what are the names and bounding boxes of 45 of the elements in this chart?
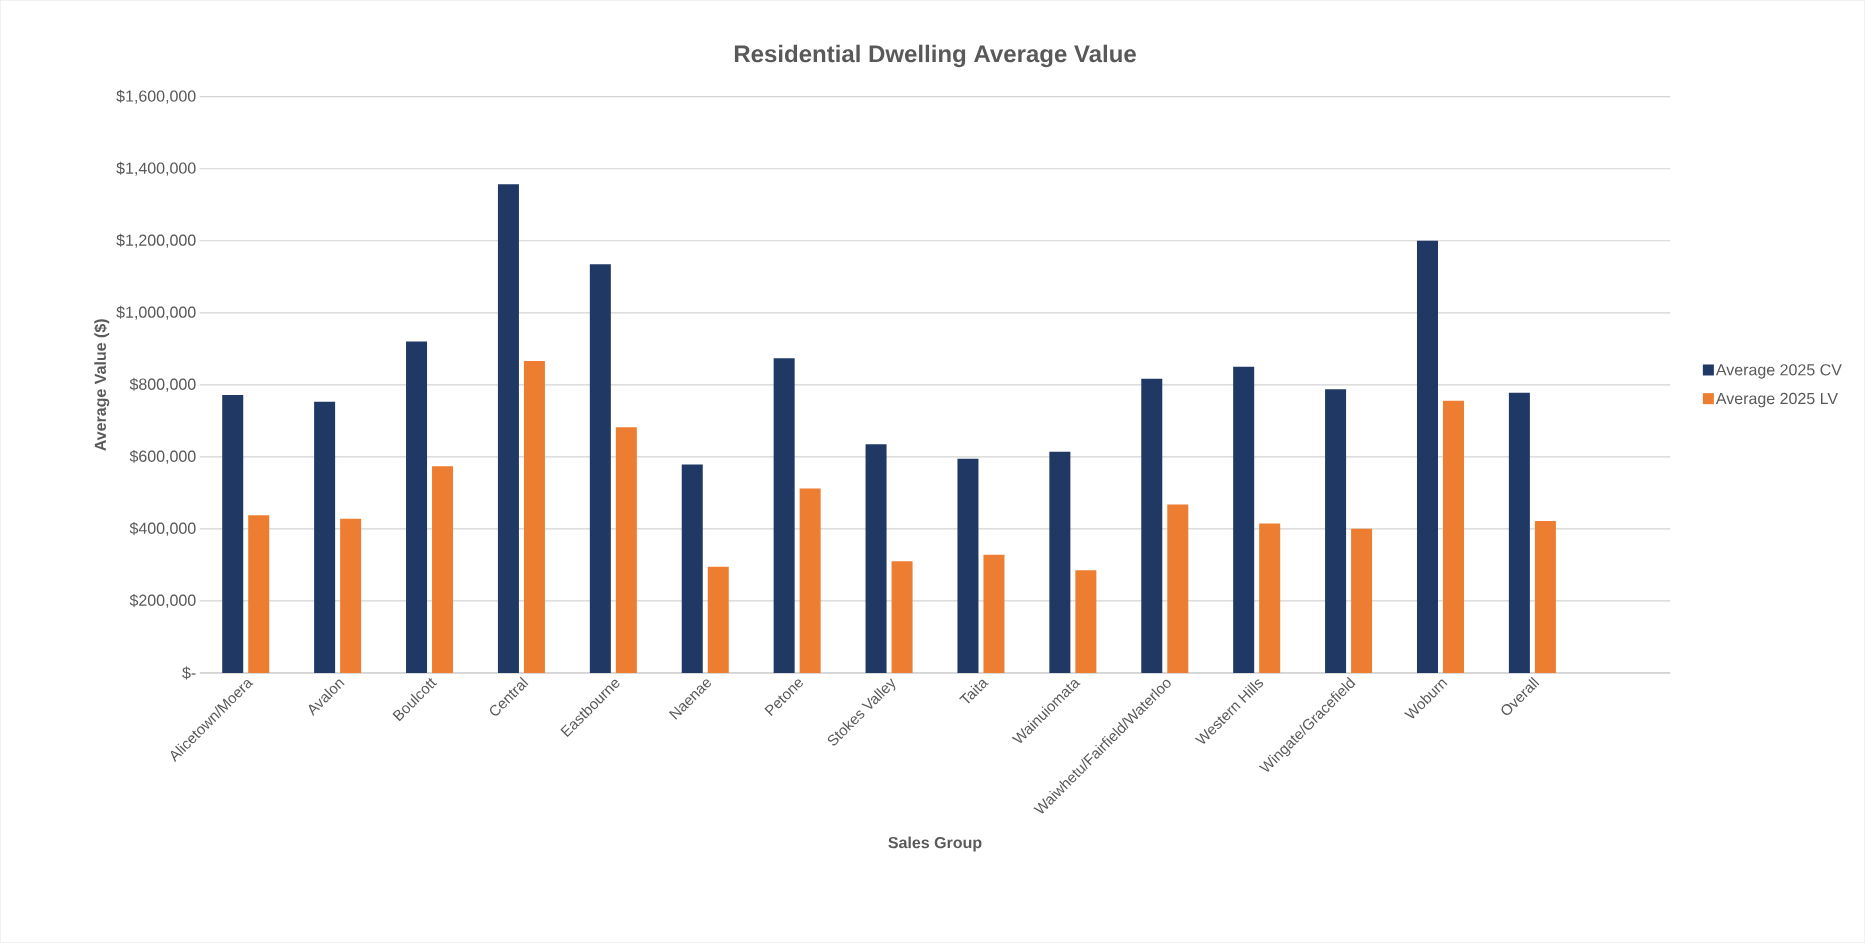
bar	[1049, 451, 1071, 674]
bar	[891, 561, 913, 674]
chart-title: Residential Dwelling Average Value	[734, 44, 1136, 68]
bar	[1075, 570, 1097, 674]
y-tick-label: $600,000	[129, 450, 196, 464]
x-tick-label: Taita	[959, 680, 989, 704]
y-tick-label: $-	[182, 666, 196, 680]
legend-label: Average 2025 LV	[1715, 392, 1839, 408]
bar	[314, 401, 336, 674]
bar	[1233, 366, 1255, 674]
y-tick-label: $200,000	[129, 594, 196, 608]
bar	[1259, 523, 1281, 674]
y-tick-label: $400,000	[129, 522, 196, 536]
bar	[406, 341, 428, 674]
x-axis-title: Sales Group	[888, 836, 982, 852]
bar	[497, 184, 519, 674]
bar	[1351, 529, 1373, 674]
bar	[681, 464, 703, 674]
y-tick-label: $1,200,000	[116, 233, 196, 248]
y-axis-title: Average Value ($)	[93, 319, 110, 451]
bar	[222, 395, 244, 674]
bar	[615, 427, 637, 674]
y-tick-label: $800,000	[129, 378, 196, 392]
bar	[1442, 400, 1464, 674]
bar	[707, 566, 729, 674]
bar	[983, 554, 1005, 674]
bar	[1416, 240, 1438, 674]
bar	[589, 264, 611, 674]
bar	[432, 466, 454, 674]
y-tick-label: $1,600,000	[116, 89, 196, 104]
bar	[1141, 378, 1163, 674]
y-tick-label: $1,400,000	[116, 161, 196, 176]
bar	[799, 488, 821, 674]
bar	[773, 358, 795, 674]
y-tick-label: $1,000,000	[116, 305, 196, 320]
bar	[1325, 389, 1347, 674]
bar	[523, 361, 545, 674]
bar	[340, 518, 362, 674]
bar	[1508, 392, 1530, 674]
bar	[248, 515, 270, 674]
legend-label: Average 2025 CV	[1715, 364, 1842, 379]
bar	[957, 458, 979, 674]
bar	[1534, 521, 1556, 674]
bar	[865, 444, 887, 674]
bar	[1167, 504, 1189, 674]
